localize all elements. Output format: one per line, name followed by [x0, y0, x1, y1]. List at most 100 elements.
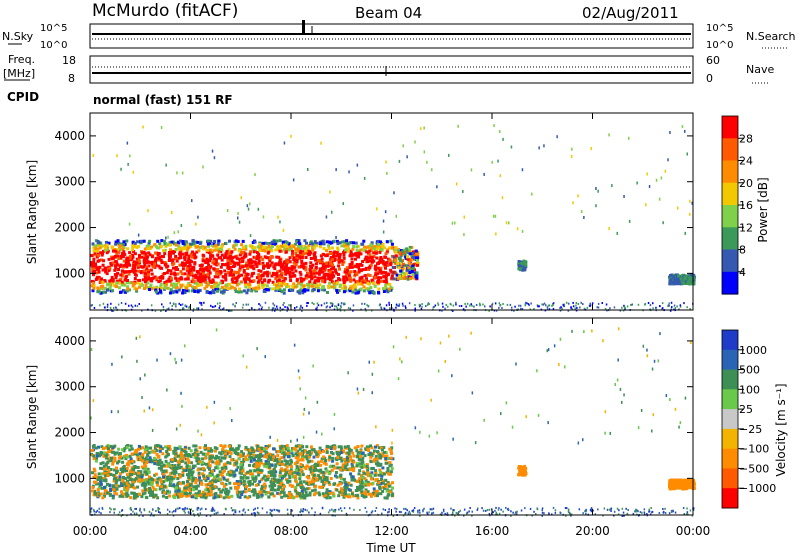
data-cell	[249, 261, 253, 265]
data-cell	[383, 246, 387, 250]
data-cell	[278, 239, 282, 243]
data-cell	[280, 266, 284, 270]
data-cell	[173, 493, 177, 497]
data-cell	[284, 250, 288, 254]
data-cell	[174, 241, 177, 245]
data-cell	[92, 480, 96, 484]
data-cell	[186, 289, 190, 293]
data-cell	[92, 273, 95, 277]
data-cell	[135, 287, 139, 291]
data-cell	[436, 185, 438, 189]
data-cell	[388, 258, 392, 262]
data-cell	[322, 268, 326, 272]
data-cell	[327, 458, 331, 462]
data-cell	[302, 252, 306, 256]
data-cell	[260, 307, 263, 310]
data-cell	[358, 453, 362, 457]
data-cell	[380, 259, 384, 263]
data-cell	[214, 287, 218, 291]
data-cell	[288, 256, 292, 260]
data-cell	[278, 275, 282, 279]
data-cell	[98, 265, 102, 269]
freq-panel: Freq. [MHz] 18 8 60 0 Nave	[3, 53, 774, 85]
data-cell	[127, 262, 131, 266]
data-cell	[353, 287, 357, 291]
data-cell	[169, 302, 171, 305]
data-cell	[216, 466, 220, 470]
data-cell	[304, 256, 308, 259]
data-cell	[382, 230, 385, 234]
data-cell	[521, 168, 524, 172]
data-cell	[324, 261, 328, 265]
data-cell	[406, 277, 410, 281]
data-cell	[176, 484, 179, 488]
data-cell	[288, 472, 292, 475]
data-cell	[266, 445, 270, 449]
data-cell	[385, 250, 389, 254]
data-cell	[407, 264, 411, 268]
data-cell	[93, 469, 97, 473]
data-cell	[121, 448, 124, 452]
data-cell	[106, 282, 110, 286]
data-cell	[206, 239, 210, 243]
data-cell	[426, 160, 428, 164]
data-cell	[670, 280, 674, 284]
data-cell	[104, 451, 108, 455]
data-cell	[188, 264, 192, 268]
data-cell	[144, 456, 148, 460]
data-cell	[236, 275, 240, 279]
data-cell	[206, 248, 209, 252]
data-cell	[184, 252, 188, 256]
data-cell	[692, 282, 696, 285]
data-cell	[288, 476, 292, 480]
data-cell	[235, 278, 239, 282]
data-cell	[132, 491, 136, 495]
data-cell	[274, 470, 278, 474]
data-cell	[242, 270, 246, 274]
data-cell	[366, 304, 368, 307]
data-cell	[305, 241, 308, 245]
data-cell	[286, 309, 288, 312]
data-cell	[300, 277, 304, 281]
data-cell	[113, 444, 117, 448]
data-cell	[387, 472, 391, 475]
data-cell	[251, 307, 253, 310]
data-cell	[201, 304, 203, 307]
data-cell	[613, 306, 616, 309]
data-cell	[305, 464, 309, 468]
data-cell	[220, 258, 224, 262]
data-cell	[310, 472, 314, 476]
data-cell	[213, 275, 217, 279]
data-cell	[349, 279, 353, 283]
data-cell	[479, 304, 481, 307]
data-cell	[597, 302, 600, 305]
data-cell	[499, 304, 502, 306]
data-cell	[370, 446, 374, 450]
data-cell	[152, 478, 156, 482]
data-cell	[333, 250, 337, 254]
data-cell	[252, 493, 256, 497]
data-cell	[229, 270, 232, 274]
data-cell	[284, 265, 287, 269]
data-cell	[192, 268, 196, 272]
data-cell	[198, 274, 202, 278]
data-cell	[388, 472, 392, 476]
data-cell	[268, 444, 271, 448]
data-cell	[282, 491, 286, 495]
data-cell	[193, 451, 197, 455]
data-cell	[257, 286, 261, 290]
data-cell	[316, 289, 320, 293]
data-cell	[93, 252, 97, 256]
data-cell	[329, 190, 331, 194]
data-cell	[270, 240, 274, 244]
data-cell	[157, 264, 161, 268]
data-cell	[202, 268, 206, 272]
data-cell	[290, 244, 294, 247]
data-cell	[164, 262, 168, 266]
data-cell	[203, 278, 207, 282]
data-cell	[95, 452, 99, 455]
data-cell	[182, 456, 186, 460]
data-cell	[287, 496, 290, 500]
data-cell	[190, 270, 194, 274]
data-cell	[104, 270, 108, 274]
